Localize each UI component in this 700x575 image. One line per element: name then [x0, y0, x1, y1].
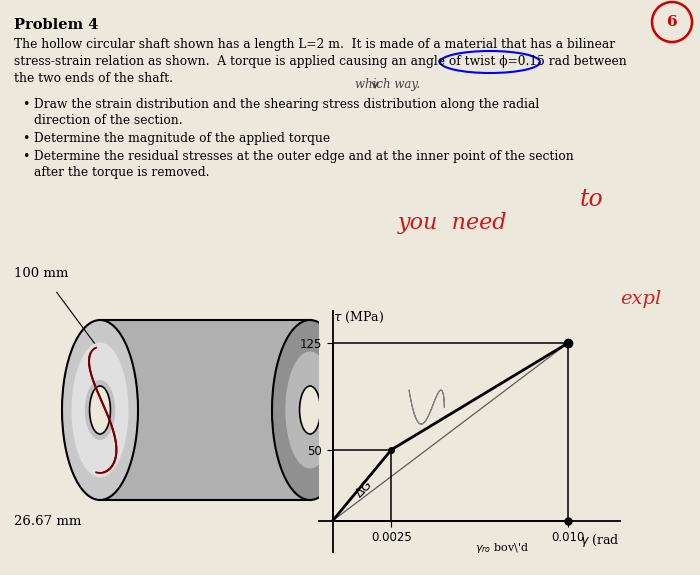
- Ellipse shape: [90, 386, 111, 434]
- Text: The hollow circular shaft shown has a length L=2 m.  It is made of a material th: The hollow circular shaft shown has a le…: [14, 38, 615, 51]
- Ellipse shape: [272, 320, 348, 500]
- Text: $\gamma$ (rad: $\gamma$ (rad: [580, 532, 620, 549]
- Ellipse shape: [85, 380, 116, 440]
- Text: $\gamma_{ro}$ bov\'d: $\gamma_{ro}$ bov\'d: [475, 540, 529, 555]
- Text: Draw the strain distribution and the shearing stress distribution along the radi: Draw the strain distribution and the she…: [34, 98, 539, 111]
- Text: $\Delta G$: $\Delta G$: [353, 478, 376, 501]
- Polygon shape: [100, 320, 310, 500]
- Text: $\tau$ (MPa): $\tau$ (MPa): [332, 309, 384, 325]
- Text: 26.67 mm: 26.67 mm: [14, 515, 81, 528]
- Text: which way.: which way.: [355, 78, 420, 91]
- Bar: [332, 343, 568, 521]
- Ellipse shape: [71, 343, 129, 477]
- Text: after the torque is removed.: after the torque is removed.: [34, 166, 209, 179]
- Text: direction of the section.: direction of the section.: [34, 114, 183, 127]
- Text: to: to: [580, 188, 603, 211]
- Text: Problem 4: Problem 4: [14, 18, 99, 32]
- Text: stress-strain relation as shown.  A torque is applied causing an angle of twist : stress-strain relation as shown. A torqu…: [14, 55, 626, 68]
- Ellipse shape: [286, 351, 335, 469]
- Text: •: •: [22, 150, 29, 163]
- Text: 6: 6: [666, 15, 678, 29]
- Text: 100 mm: 100 mm: [14, 267, 69, 280]
- Ellipse shape: [300, 386, 321, 434]
- Text: •: •: [22, 98, 29, 111]
- Ellipse shape: [62, 320, 138, 500]
- Text: expl: expl: [620, 290, 662, 308]
- Text: Determine the residual stresses at the outer edge and at the inner point of the : Determine the residual stresses at the o…: [34, 150, 574, 163]
- Text: you  need: you need: [398, 212, 508, 234]
- Text: Determine the magnitude of the applied torque: Determine the magnitude of the applied t…: [34, 132, 330, 145]
- Text: the two ends of the shaft.: the two ends of the shaft.: [14, 72, 173, 85]
- Text: •: •: [22, 132, 29, 145]
- Bar: [332, 450, 391, 521]
